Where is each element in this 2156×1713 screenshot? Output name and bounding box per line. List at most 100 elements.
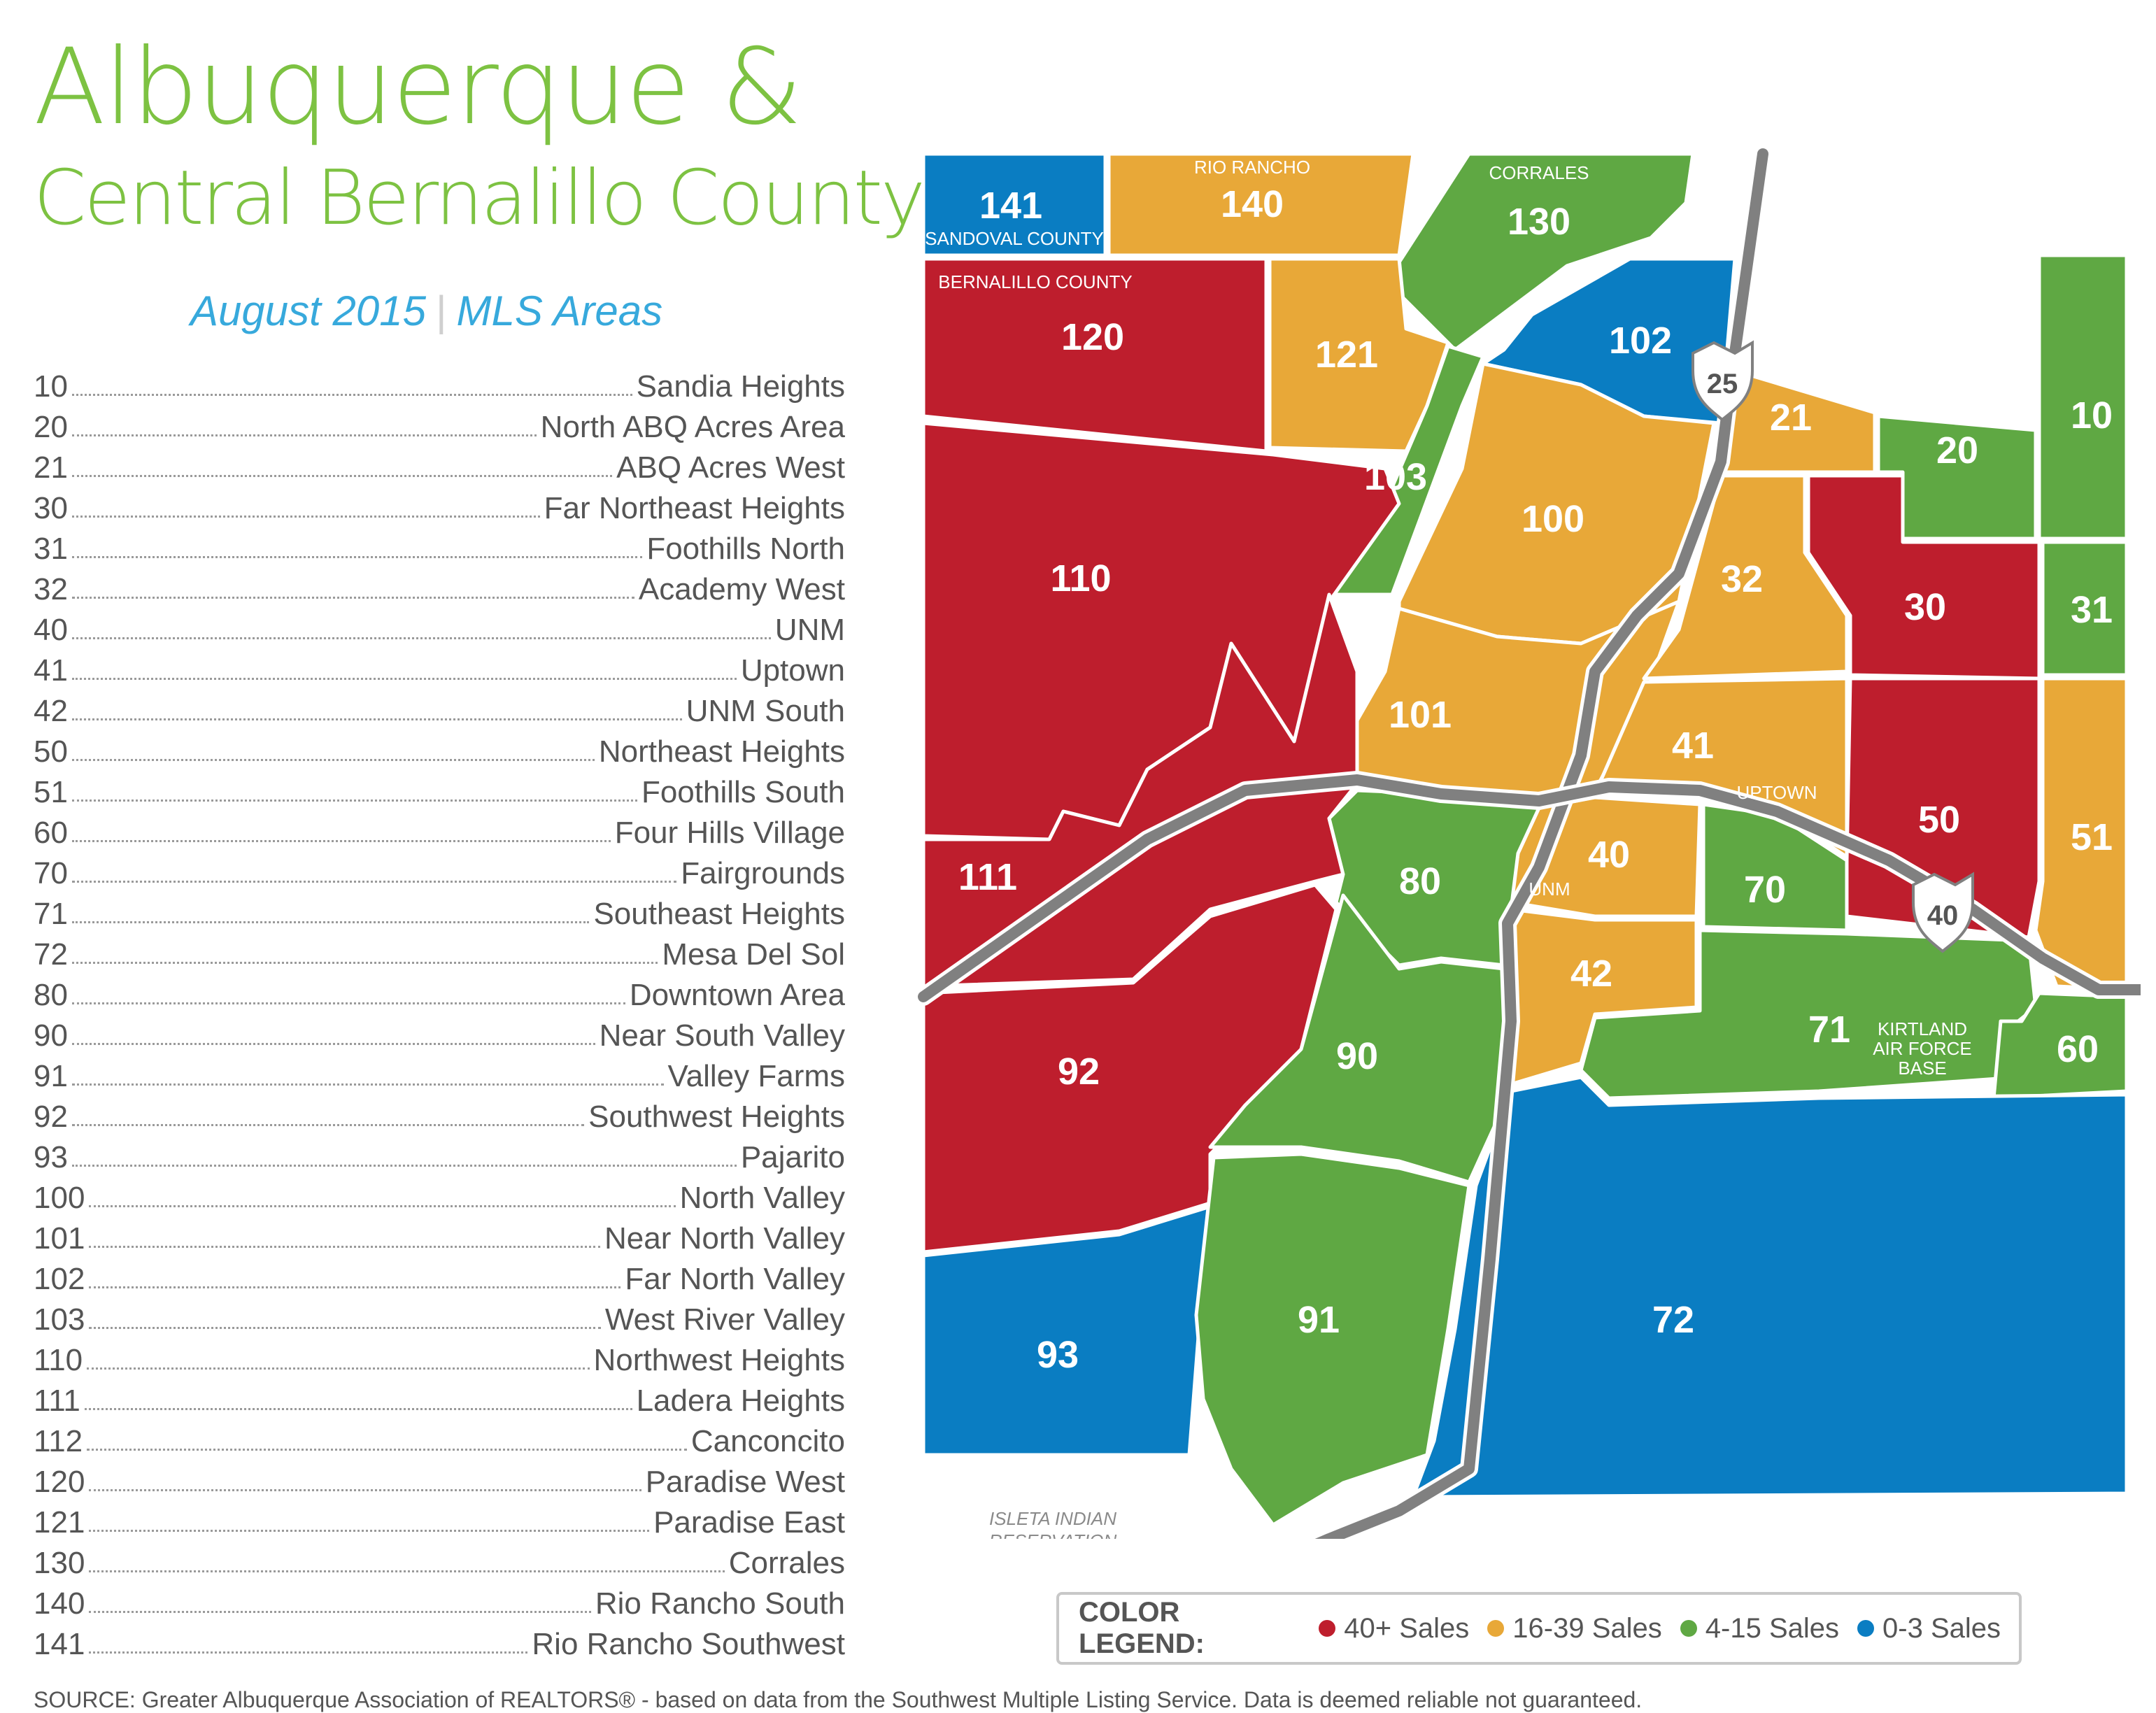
region-90[interactable] [1208,893,1506,1184]
i25-shield-label: 25 [1707,369,1738,399]
legend-item-red: 40+ Sales [1319,1613,1469,1644]
legend-item-orange: 16-39 Sales [1487,1613,1662,1644]
area-number: 51 [34,775,68,809]
place-label-rio-rancho: RIO RANCHO [1194,157,1310,178]
area-name: Paradise West [645,1465,845,1499]
region-label-141: 141 [979,185,1042,227]
area-number: 120 [34,1465,85,1499]
region-label-110: 110 [1050,557,1111,599]
place-label-uptown: UPTOWN [1736,782,1817,803]
area-number: 71 [34,897,68,931]
page-title-line1: Albuquerque & [34,27,802,148]
area-name: Foothills North [646,532,845,566]
page-subtitle: August 2015 | MLS Areas [190,287,662,335]
leader-dots [71,678,737,680]
area-row-32: 32 Academy West [34,567,845,607]
area-name: Far North Valley [625,1262,845,1296]
region-31[interactable] [2041,540,2129,677]
area-name: Uptown [740,653,845,688]
area-number: 60 [34,816,68,850]
area-number: 100 [34,1181,85,1215]
area-name: Fairgrounds [681,856,845,890]
region-10[interactable] [2037,253,2129,541]
interstate-roads [914,145,2141,1539]
region-label-42: 42 [1570,953,1612,995]
region-label-101: 101 [1389,694,1452,736]
map-svg: 25 40 141 140 130 120 121 102 103 100 11… [914,145,2141,1539]
region-71[interactable] [1579,928,2038,1100]
source-note: SOURCE: Greater Albuquerque Association … [34,1687,1643,1712]
leader-dots [89,1205,676,1207]
region-label-32: 32 [1721,558,1763,600]
region-72[interactable] [1411,1075,2129,1499]
region-label-140: 140 [1221,183,1284,225]
region-label-120: 120 [1061,316,1124,358]
area-row-120: 120 Paradise West [34,1459,845,1500]
region-111[interactable] [921,592,1359,988]
region-label-60: 60 [2057,1028,2099,1070]
region-label-40: 40 [1588,834,1630,876]
area-row-40: 40 UNM [34,607,845,648]
leader-dots [71,597,634,599]
place-label-isleta-2: RESERVATION [989,1530,1117,1539]
area-number: 101 [34,1221,85,1256]
area-name: Ladera Heights [636,1384,845,1418]
area-name: Northeast Heights [598,734,845,769]
region-91[interactable] [1194,1152,1471,1527]
area-number: 20 [34,410,68,444]
region-label-41: 41 [1672,725,1714,767]
legend-dot-green [1680,1620,1697,1637]
leader-dots [87,1449,687,1451]
place-label-unm: UNM [1529,879,1570,900]
leader-dots [71,516,540,518]
color-legend: COLOR LEGEND: 40+ Sales 16-39 Sales 4-15… [1056,1592,2022,1665]
leader-dots [89,1570,725,1572]
area-name: UNM South [686,694,845,728]
region-32[interactable] [1642,474,1849,681]
area-number: 110 [34,1343,83,1377]
region-141[interactable] [921,152,1107,257]
region-120[interactable] [921,257,1268,453]
subtitle-text: MLS Areas [456,287,663,334]
leader-dots [89,1246,600,1248]
region-label-91: 91 [1298,1299,1340,1341]
place-label-kirtland-2: AIR FORCE [1873,1038,1972,1059]
area-name: Near South Valley [599,1018,845,1053]
region-140[interactable] [1107,152,1415,257]
leader-dots [71,475,613,477]
leader-dots [89,1327,601,1329]
area-name: Sandia Heights [636,369,845,404]
legend-label-green: 4-15 Sales [1705,1612,1840,1644]
leader-dots [71,1165,737,1167]
area-row-93: 93 Pajarito [34,1135,845,1175]
area-name: Northwest Heights [593,1343,845,1377]
area-row-72: 72 Mesa Del Sol [34,932,845,972]
region-label-102: 102 [1609,320,1672,362]
area-number: 130 [34,1546,85,1580]
legend-dot-blue [1857,1620,1875,1637]
area-number: 90 [34,1018,68,1053]
area-name: Pajarito [740,1140,845,1174]
place-label-bernalillo: BERNALILLO COUNTY [938,271,1132,292]
area-row-140: 140 Rio Rancho South [34,1581,845,1621]
area-name: UNM [774,613,845,647]
region-51[interactable] [2034,676,2129,992]
area-row-60: 60 Four Hills Village [34,810,845,851]
region-label-93: 93 [1037,1334,1079,1376]
region-label-72: 72 [1652,1299,1694,1341]
legend-label-red: 40+ Sales [1344,1612,1470,1644]
leader-dots [71,921,590,923]
leader-dots [71,962,658,964]
mls-area-list: 10 Sandia Heights 20 North ABQ Acres Area 21… [34,364,845,1662]
i25-shield-icon: 25 [1692,340,1754,422]
legend-title: COLOR LEGEND: [1079,1597,1205,1659]
leader-dots [71,434,537,436]
region-label-80: 80 [1399,860,1441,902]
area-name: West River Valley [604,1302,845,1337]
region-label-30: 30 [1904,586,1946,628]
area-row-111: 111 Ladera Heights [34,1378,845,1419]
area-number: 21 [34,450,68,485]
area-number: 32 [34,572,68,606]
area-row-112: 112 Canconcito [34,1419,845,1459]
i40-shield-label: 40 [1927,900,1959,931]
